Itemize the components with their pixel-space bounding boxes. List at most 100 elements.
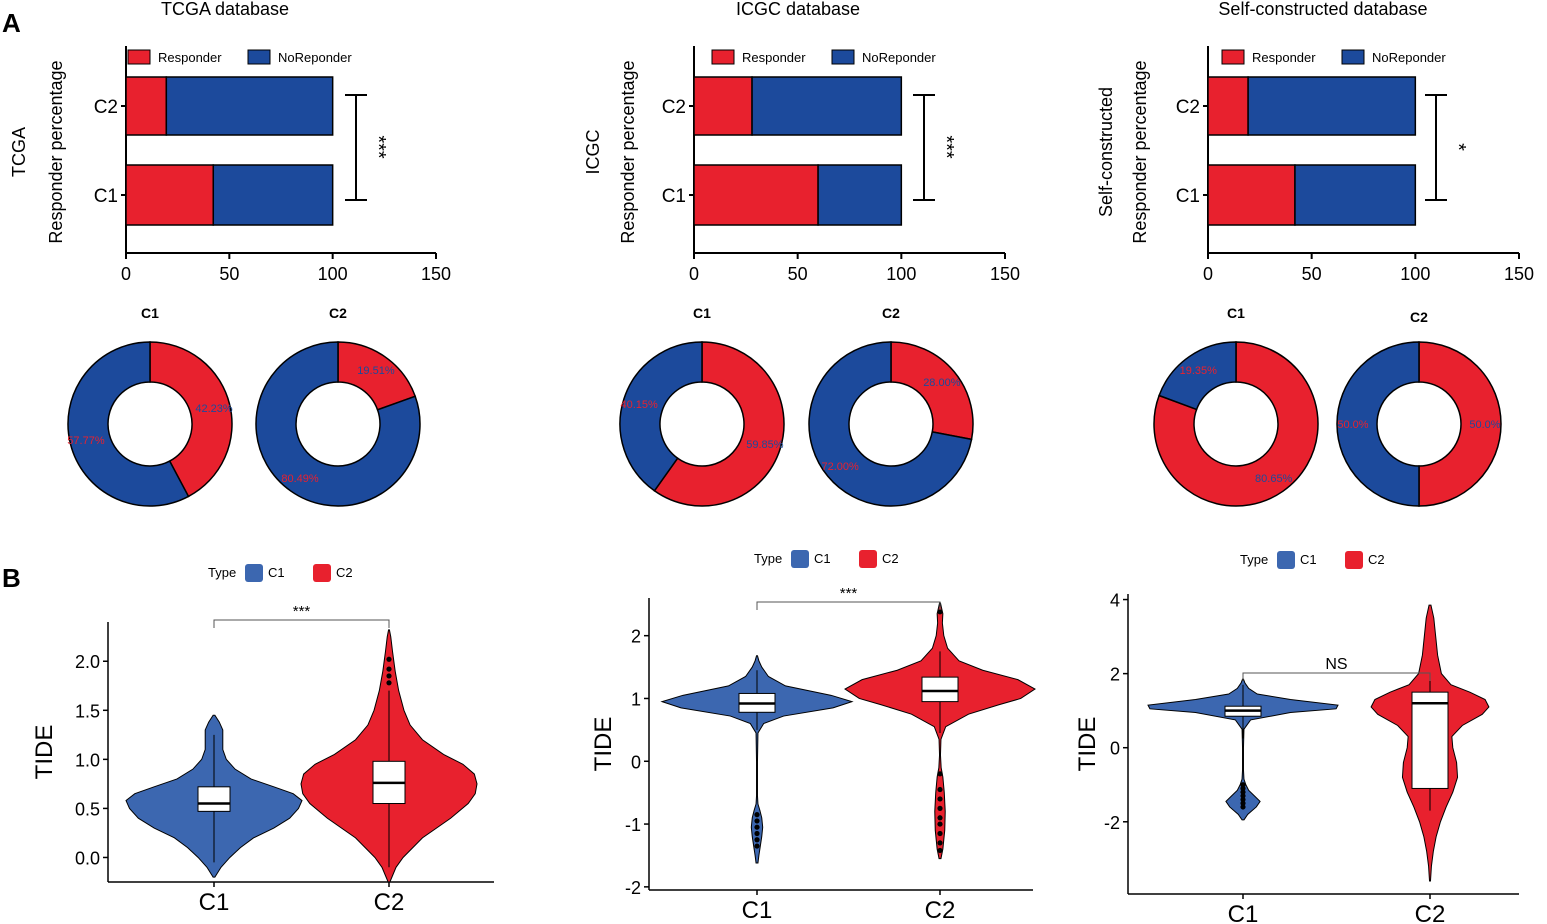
bar-responder-c2 bbox=[693, 76, 753, 136]
y-axis-label: ICGC bbox=[583, 129, 603, 174]
y-tick-label: -2 bbox=[625, 878, 641, 898]
x-tick-label: 50 bbox=[219, 264, 239, 284]
x-tick-label: 100 bbox=[318, 264, 348, 284]
significance-label: *** bbox=[840, 585, 858, 602]
outlier-point bbox=[1240, 800, 1246, 806]
x-tick-label: 50 bbox=[788, 264, 808, 284]
donut-slice-noreponder bbox=[255, 341, 421, 507]
outlier-point bbox=[386, 680, 392, 686]
donut-icgc-c1: C1 59.85% 40.15% bbox=[619, 305, 785, 507]
donut-slice-label: 59.85% bbox=[746, 439, 784, 451]
significance-label: *** bbox=[293, 603, 311, 620]
bar-responder-c2 bbox=[125, 76, 168, 136]
significance-bracket bbox=[756, 601, 941, 610]
legend-swatch bbox=[791, 550, 809, 568]
y-axis-label: Responder percentage bbox=[46, 60, 66, 243]
legend-swatch bbox=[831, 49, 855, 65]
y-tick-label: C2 bbox=[662, 97, 686, 118]
donut-slice-responder bbox=[890, 341, 974, 441]
outlier-point bbox=[937, 840, 943, 846]
legend-swatch bbox=[859, 550, 877, 568]
y-tick-label: -2 bbox=[1104, 813, 1120, 833]
donut-slice-noreponder bbox=[808, 341, 973, 507]
bar-noreponder-c1 bbox=[212, 164, 334, 226]
y-tick-label: 1 bbox=[631, 689, 641, 709]
legend-swatch bbox=[245, 564, 263, 582]
donut-self-c2: C2 50.0% 50.0% bbox=[1336, 309, 1502, 507]
donut-slice-label: 28.00% bbox=[923, 377, 961, 389]
box-c2 bbox=[1411, 691, 1449, 789]
y-tick-label: C2 bbox=[1176, 97, 1200, 118]
donut-slice-label: 19.51% bbox=[357, 365, 395, 377]
legend-swatch bbox=[711, 49, 735, 65]
y-tick-label: C2 bbox=[94, 97, 118, 118]
outlier-point bbox=[937, 830, 943, 837]
outlier-point bbox=[937, 847, 943, 854]
significance-label: NS bbox=[1325, 656, 1347, 673]
donut-slice-label: 19.35% bbox=[1180, 365, 1218, 377]
significance-bracket bbox=[345, 94, 367, 201]
donut-tcga-c2: C2 19.51% 80.49% bbox=[255, 305, 421, 507]
outlier-point bbox=[386, 656, 392, 662]
legend-swatch bbox=[127, 49, 151, 65]
x-tick-label: 150 bbox=[421, 264, 451, 284]
outlier-point bbox=[937, 609, 943, 615]
outlier-point bbox=[937, 805, 943, 811]
violin-c1 bbox=[660, 655, 854, 864]
y-axis-label: TIDE bbox=[1074, 717, 1101, 772]
y-tick-label: 0.0 bbox=[75, 848, 100, 868]
donut-slice-noreponder bbox=[619, 341, 703, 492]
donut-title: C1 bbox=[1227, 305, 1245, 321]
chart-title: Self-constructed database bbox=[1218, 0, 1427, 19]
donut-slice-responder bbox=[149, 341, 233, 498]
bar-responder-c1 bbox=[125, 164, 215, 226]
y-axis-label: Self-constructed bbox=[1096, 87, 1116, 217]
x-tick-label: C1 bbox=[742, 897, 773, 924]
bar-noreponder-c1 bbox=[817, 164, 903, 226]
x-tick-label: C1 bbox=[1228, 901, 1259, 924]
legend-label: C1 bbox=[1300, 552, 1317, 567]
outlier-point bbox=[1240, 785, 1246, 792]
donut-title: C1 bbox=[693, 305, 711, 321]
bar-noreponder-c1 bbox=[1294, 164, 1417, 226]
y-tick-label: 0.5 bbox=[75, 799, 100, 819]
y-axis-label: Responder percentage bbox=[618, 60, 638, 243]
outlier-point bbox=[386, 673, 392, 679]
y-tick-label: 4 bbox=[1110, 591, 1120, 611]
significance-bracket bbox=[213, 619, 390, 628]
panel-label-b: B bbox=[2, 563, 21, 593]
x-tick-label: C2 bbox=[925, 897, 956, 924]
legend-swatch bbox=[1345, 551, 1363, 569]
donut-slice-label: 40.15% bbox=[620, 399, 658, 411]
y-axis-label: TCGA bbox=[9, 127, 29, 177]
donut-self-c1: C1 80.65% 19.35% bbox=[1153, 305, 1319, 507]
outlier-point bbox=[1240, 796, 1246, 803]
y-axis-label: Responder percentage bbox=[1130, 60, 1150, 243]
outlier-point bbox=[937, 786, 943, 793]
bar-responder-c1 bbox=[693, 164, 819, 226]
donut-slice-label: 80.65% bbox=[1255, 473, 1293, 485]
y-axis-label: TIDE bbox=[590, 717, 617, 772]
x-tick-label: 150 bbox=[1504, 264, 1534, 284]
outlier-point bbox=[754, 830, 760, 837]
bar-responder-c2 bbox=[1207, 76, 1249, 136]
legend-label: C1 bbox=[814, 551, 831, 566]
significance-bracket bbox=[1425, 94, 1447, 201]
y-tick-label: C1 bbox=[662, 186, 686, 207]
panel-label-a: A bbox=[2, 8, 21, 38]
outlier-point bbox=[937, 815, 943, 821]
violin-chart-icgc: Type C1 C2 TIDE -2 -1 0 1 2 C1 C2 *** bbox=[590, 550, 1036, 924]
outlier-point bbox=[1240, 789, 1246, 795]
legend-label: C2 bbox=[1368, 552, 1385, 567]
significance-label: *** bbox=[935, 135, 957, 159]
x-tick-label: C2 bbox=[374, 889, 405, 916]
donut-title: C1 bbox=[141, 305, 159, 321]
y-tick-label: 0 bbox=[1110, 739, 1120, 759]
y-tick-label: 1.5 bbox=[75, 701, 100, 721]
bar-noreponder-c2 bbox=[751, 76, 903, 136]
legend-title: Type bbox=[1240, 552, 1268, 567]
donut-slice-responder bbox=[1153, 341, 1319, 507]
legend-label: C2 bbox=[336, 565, 353, 580]
y-tick-label: 0 bbox=[631, 752, 641, 772]
x-tick-label: 100 bbox=[886, 264, 916, 284]
